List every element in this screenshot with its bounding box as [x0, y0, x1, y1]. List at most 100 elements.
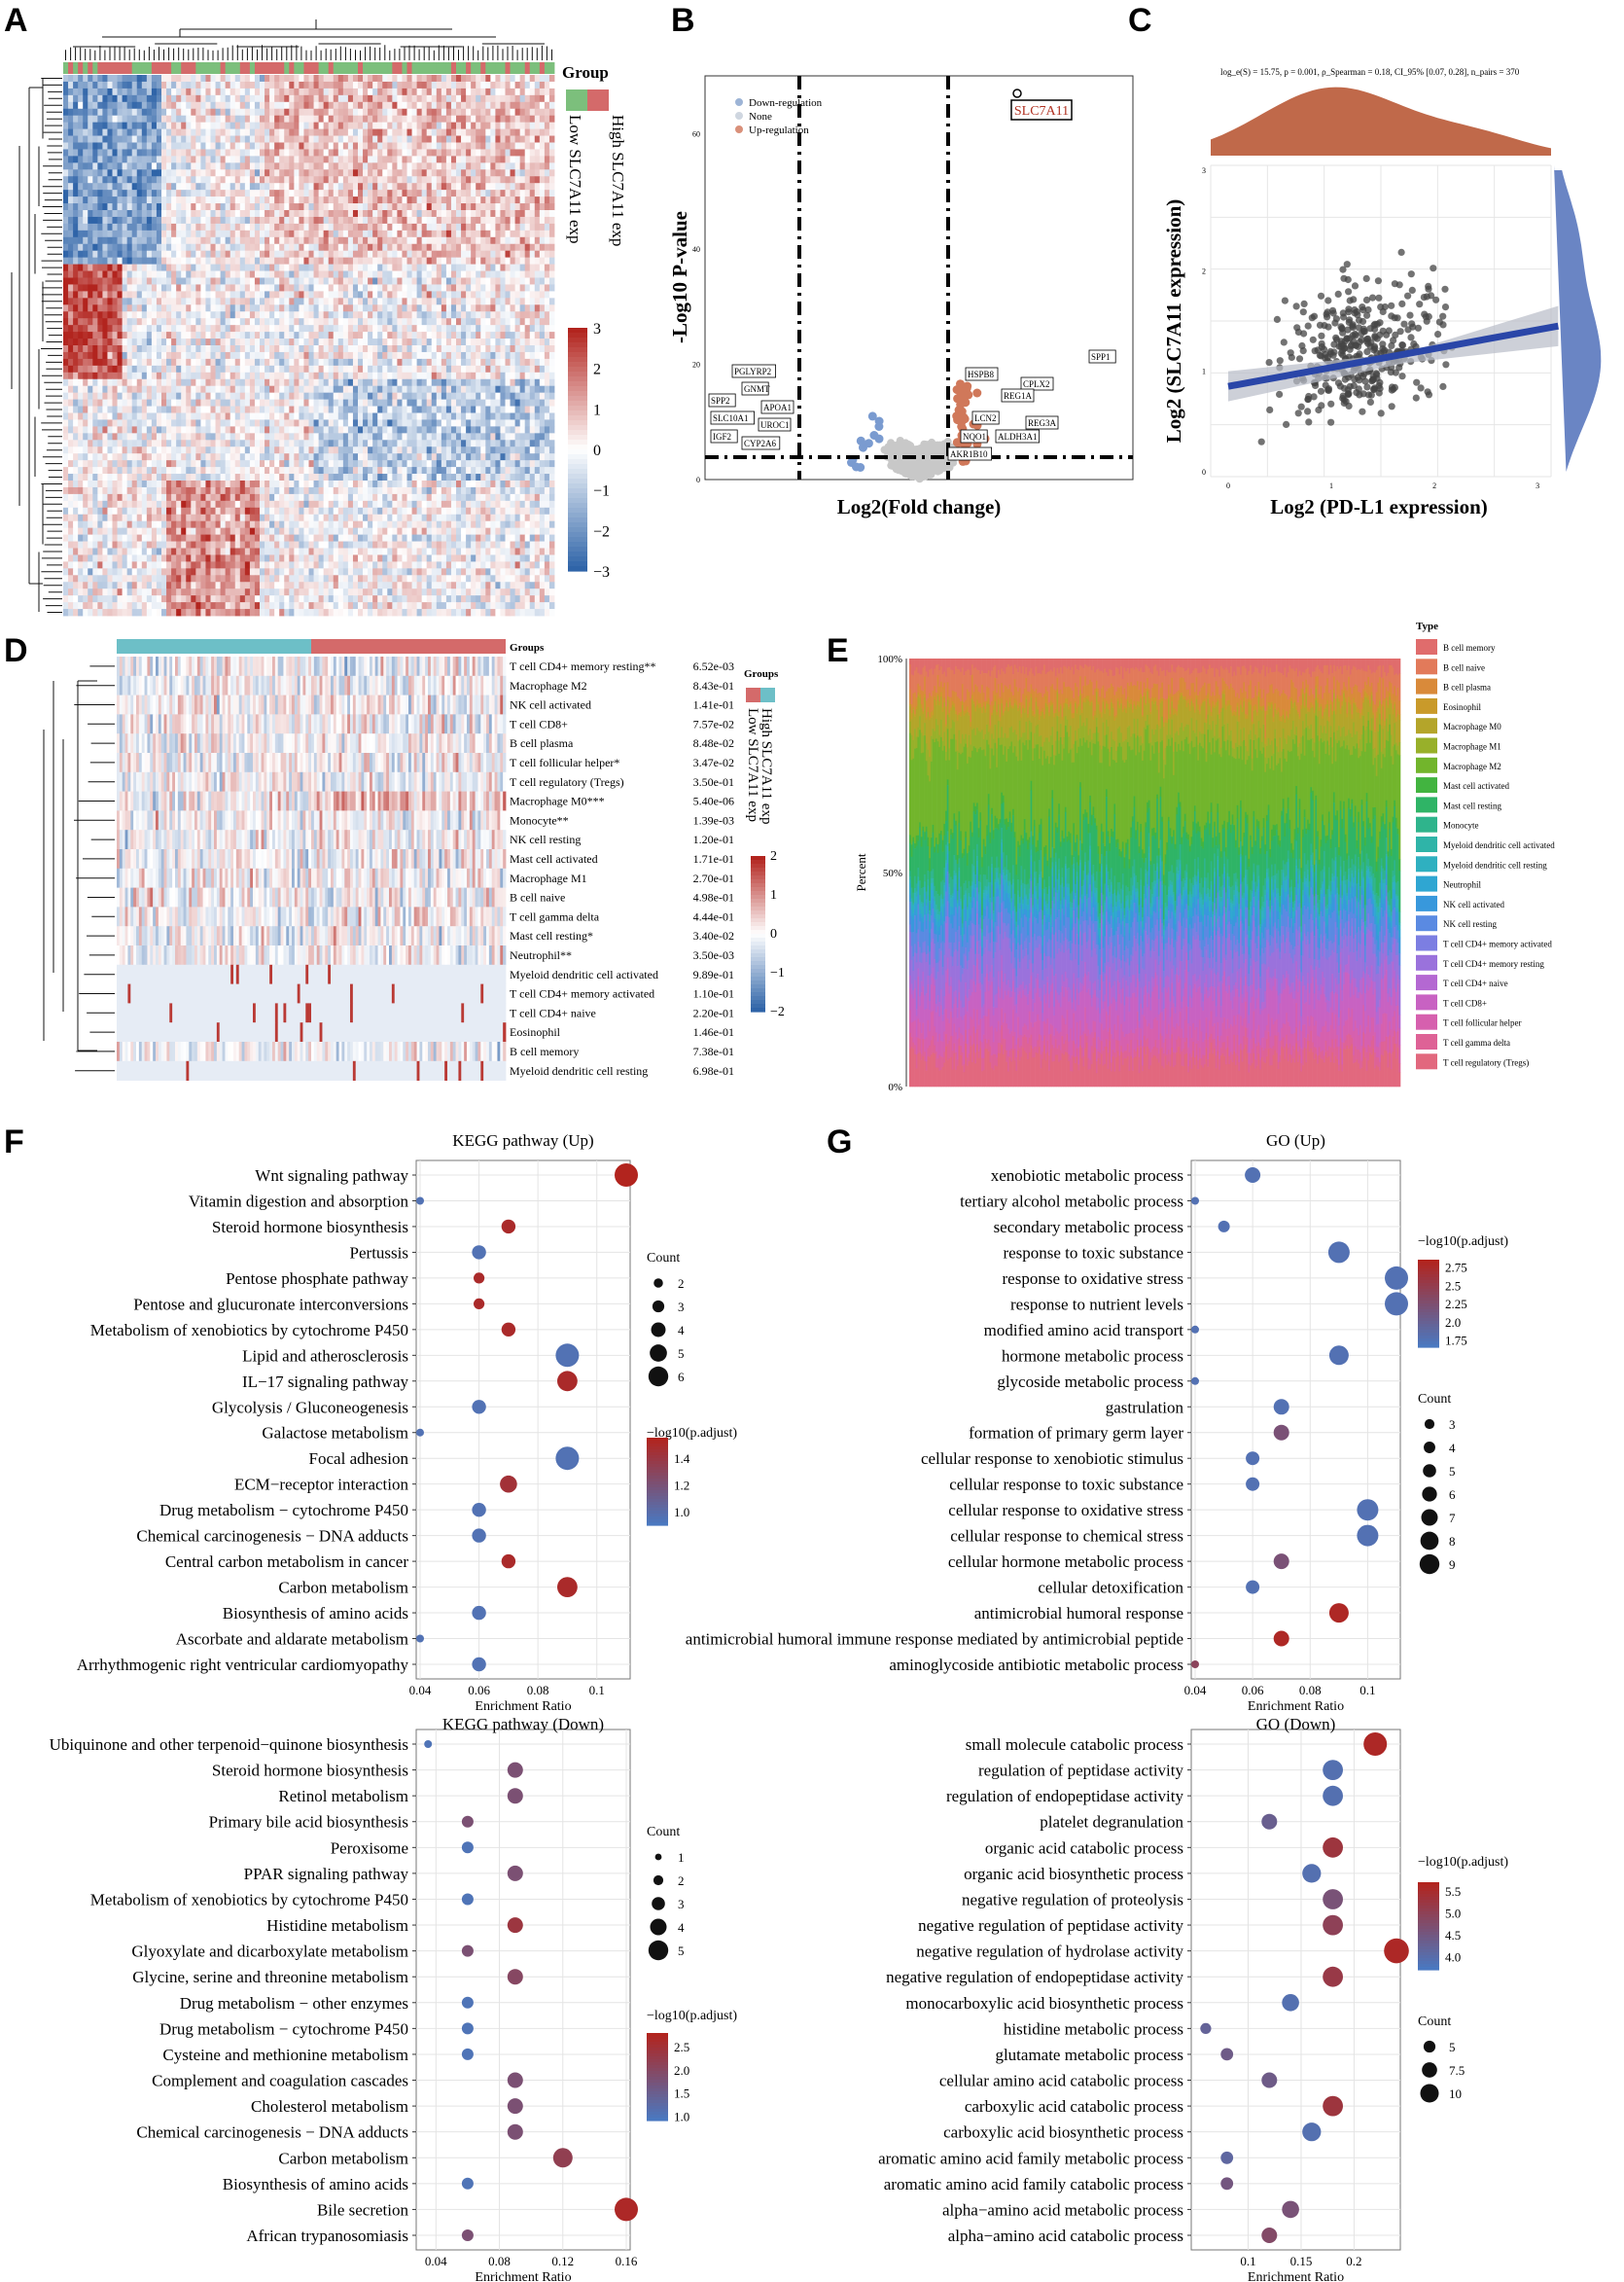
- a-heat-cell: [431, 162, 438, 170]
- a-heat-cell: [284, 311, 290, 319]
- a-heat-cell: [73, 149, 79, 157]
- a-heat-cell: [368, 385, 373, 394]
- a-heat-cell: [136, 277, 143, 285]
- a-heat-cell: [548, 325, 555, 333]
- a-heat-cell: [83, 81, 88, 89]
- a-heat-cell: [358, 345, 364, 353]
- a-heat-cell: [299, 325, 304, 333]
- a-group-cell: [372, 62, 378, 74]
- a-group-cell: [102, 62, 108, 74]
- a-heat-cell: [471, 108, 477, 117]
- a-heat-cell: [461, 250, 467, 259]
- a-group-cell: [294, 62, 300, 74]
- a-heat-cell: [505, 101, 511, 110]
- a-heat-cell: [363, 270, 369, 278]
- a-heat-cell: [200, 385, 206, 394]
- a-heat-cell: [416, 345, 423, 353]
- a-heat-cell: [73, 372, 79, 380]
- a-heat-cell: [514, 101, 521, 110]
- a-heat-cell: [200, 325, 206, 333]
- a-heat-cell: [441, 115, 447, 124]
- a-heat-cell: [131, 298, 138, 305]
- a-heat-cell: [397, 230, 403, 238]
- a-heat-cell: [471, 223, 477, 232]
- a-heat-cell: [260, 156, 265, 163]
- a-heat-cell: [328, 115, 335, 124]
- a-heat-cell: [289, 339, 295, 346]
- a-heat-cell: [333, 216, 339, 225]
- a-group-cell: [122, 62, 128, 74]
- a-heat-cell: [68, 122, 74, 129]
- a-heat-cell: [337, 190, 344, 197]
- a-heat-cell: [294, 392, 300, 400]
- a-heat-cell: [176, 183, 182, 191]
- a-heat-cell: [303, 210, 309, 218]
- a-heat-cell: [441, 291, 447, 299]
- a-heat-cell: [416, 149, 423, 157]
- a-heat-cell: [131, 270, 138, 278]
- a-heat-cell: [436, 135, 442, 143]
- a-heat-cell: [416, 216, 423, 225]
- a-heat-cell: [191, 291, 196, 299]
- a-heat-cell: [436, 270, 442, 278]
- a-heat-cell: [205, 372, 211, 380]
- a-heat-cell: [244, 101, 251, 110]
- a-heat-cell: [347, 332, 354, 339]
- a-heat-cell: [505, 88, 511, 96]
- a-heat-cell: [195, 142, 201, 150]
- a-heat-cell: [279, 372, 285, 380]
- a-heat-cell: [342, 128, 349, 136]
- a-heat-cell: [308, 115, 314, 124]
- a-heat-cell: [445, 345, 452, 353]
- a-heat-cell: [284, 304, 290, 312]
- a-heat-cell: [456, 250, 462, 259]
- a-heat-cell: [186, 122, 192, 129]
- a-heat-cell: [181, 399, 187, 407]
- a-heat-cell: [411, 365, 417, 374]
- a-heat-cell: [416, 135, 423, 143]
- a-heat-cell: [186, 284, 192, 292]
- a-heat-cell: [176, 378, 182, 387]
- a-heat-cell: [112, 372, 118, 380]
- a-heat-cell: [260, 216, 265, 225]
- a-heat-cell: [78, 135, 84, 143]
- a-heat-cell: [539, 128, 546, 136]
- a-heat-cell: [514, 183, 521, 191]
- a-heat-cell: [466, 385, 472, 394]
- a-group-cell: [323, 62, 330, 74]
- a-heat-cell: [254, 311, 261, 319]
- a-heat-cell: [500, 88, 506, 96]
- a-heat-cell: [294, 257, 300, 265]
- a-heat-cell: [485, 284, 491, 292]
- a-heat-cell: [347, 183, 354, 191]
- a-heat-cell: [136, 94, 143, 103]
- a-heat-cell: [107, 339, 113, 346]
- a-heat-cell: [485, 345, 491, 353]
- a-heat-cell: [166, 264, 172, 271]
- a-heat-cell: [461, 88, 467, 96]
- a-heat-cell: [308, 203, 314, 211]
- a-heat-cell: [294, 223, 300, 232]
- a-heat-cell: [151, 250, 158, 259]
- a-heat-cell: [313, 304, 319, 312]
- a-heat-cell: [249, 365, 256, 374]
- a-heat-cell: [426, 190, 433, 197]
- a-heat-cell: [318, 264, 325, 271]
- a-heat-cell: [377, 277, 383, 285]
- a-heat-cell: [78, 75, 84, 83]
- a-heat-cell: [97, 385, 103, 394]
- a-heat-cell: [234, 257, 241, 265]
- a-heat-cell: [244, 358, 251, 367]
- a-heat-cell: [436, 284, 442, 292]
- a-heat-cell: [377, 190, 383, 197]
- a-heat-cell: [156, 149, 162, 157]
- a-heat-cell: [377, 385, 383, 394]
- a-heat-cell: [279, 339, 285, 346]
- a-heat-cell: [102, 122, 108, 129]
- a-heat-cell: [318, 149, 325, 157]
- a-heat-cell: [156, 257, 162, 265]
- a-heat-cell: [476, 365, 481, 374]
- a-heat-cell: [402, 311, 407, 319]
- a-heat-cell: [402, 115, 407, 124]
- a-heat-cell: [156, 81, 162, 89]
